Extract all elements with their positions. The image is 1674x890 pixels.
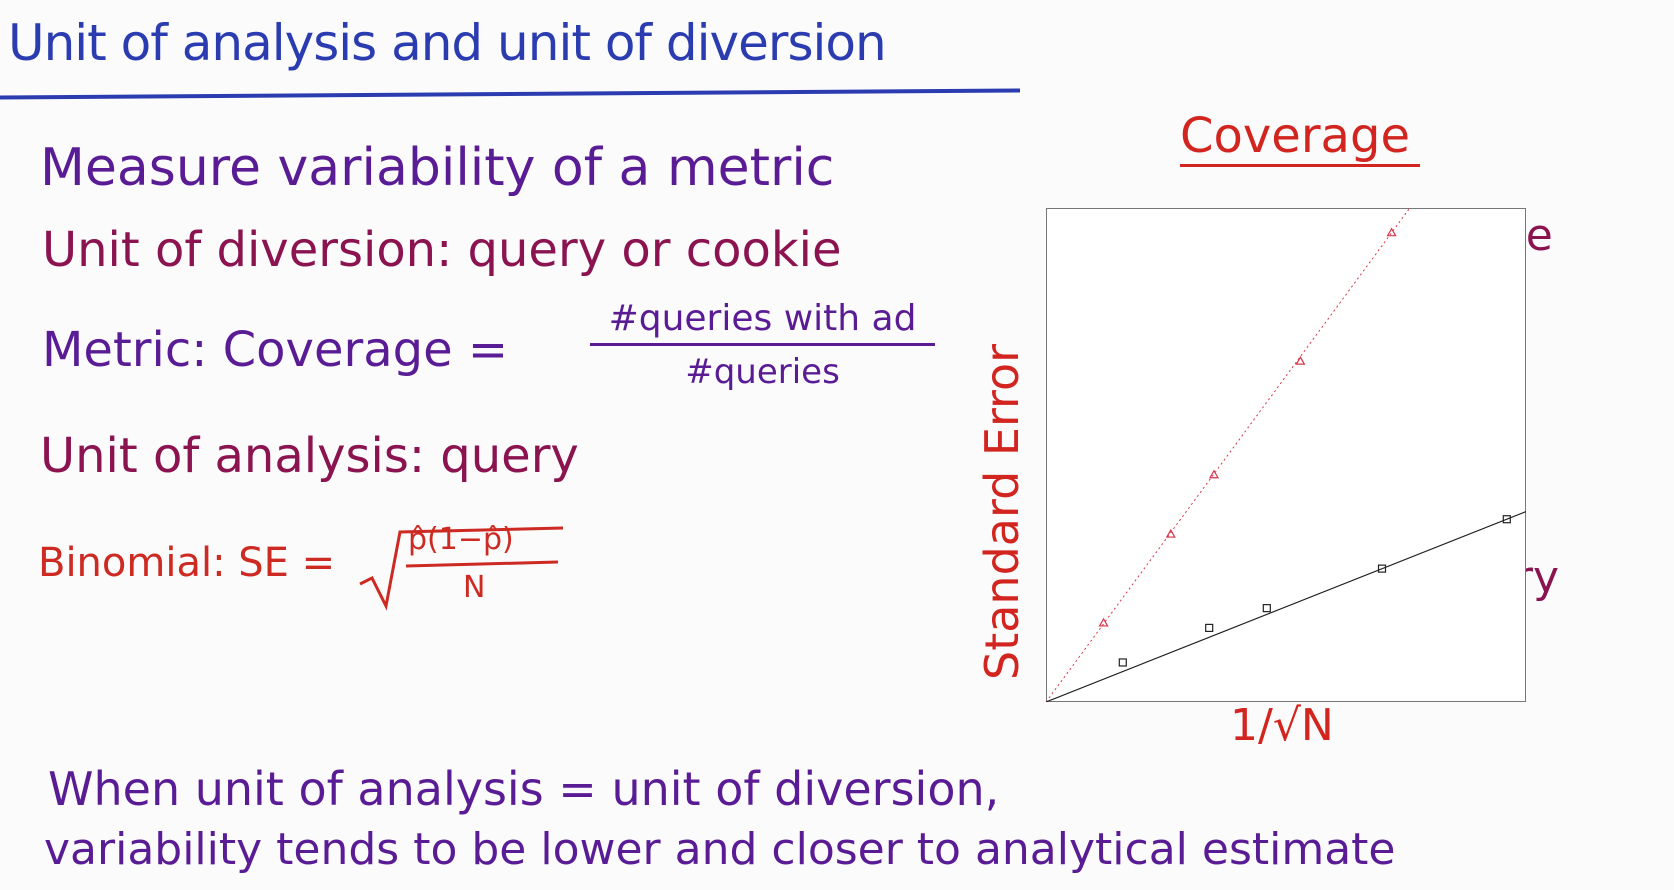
conclusion-line-2: variability tends to be lower and closer…: [44, 824, 1396, 875]
data-point-cookie: [1098, 617, 1109, 627]
data-point-cookie: [1208, 469, 1220, 479]
conclusion-line-1: When unit of analysis = unit of diversio…: [48, 762, 1000, 816]
measure-line: Measure variability of a metric: [40, 138, 835, 198]
data-point-query: [1502, 515, 1511, 524]
binomial-line: Binomial: SE =: [38, 540, 336, 586]
y-axis-label: Standard Error: [975, 343, 1029, 680]
sqrt-sign-icon: [359, 526, 564, 611]
sqrt-formula: p̂(1−p̂) N: [358, 522, 568, 612]
page-title: Unit of analysis and unit of diversion: [8, 14, 887, 72]
standard-error-chart: [1046, 208, 1526, 702]
metric-line: Metric: Coverage =: [42, 322, 509, 378]
fraction-numerator: #queries with ad: [608, 298, 917, 339]
data-point-cookie: [1386, 227, 1397, 237]
data-point-query: [1377, 564, 1387, 573]
data-point-cookie: [1165, 528, 1176, 538]
sqrt-denominator: N: [463, 570, 486, 605]
data-point-cookie: [1295, 355, 1306, 365]
diversion-line: Unit of diversion: query or cookie: [42, 222, 842, 278]
data-point-query: [1118, 658, 1127, 667]
data-point-query: [1262, 604, 1271, 613]
chart-title-underline: [1180, 164, 1420, 167]
series-line-query: [1046, 511, 1526, 702]
coverage-fraction: #queries with ad #queries: [590, 298, 935, 392]
chart-title: Coverage: [1180, 108, 1410, 164]
x-axis-label: 1/√N: [1230, 700, 1334, 751]
plot-frame: [1046, 208, 1526, 702]
fraction-bar: [590, 343, 935, 346]
data-point-query: [1205, 623, 1214, 632]
analysis-line: Unit of analysis: query: [40, 428, 579, 484]
series-line-cookie: [1046, 208, 1411, 702]
sqrt-numerator: p̂(1−p̂): [408, 522, 514, 557]
fraction-denominator: #queries: [685, 352, 840, 392]
title-underline: [0, 88, 1021, 100]
